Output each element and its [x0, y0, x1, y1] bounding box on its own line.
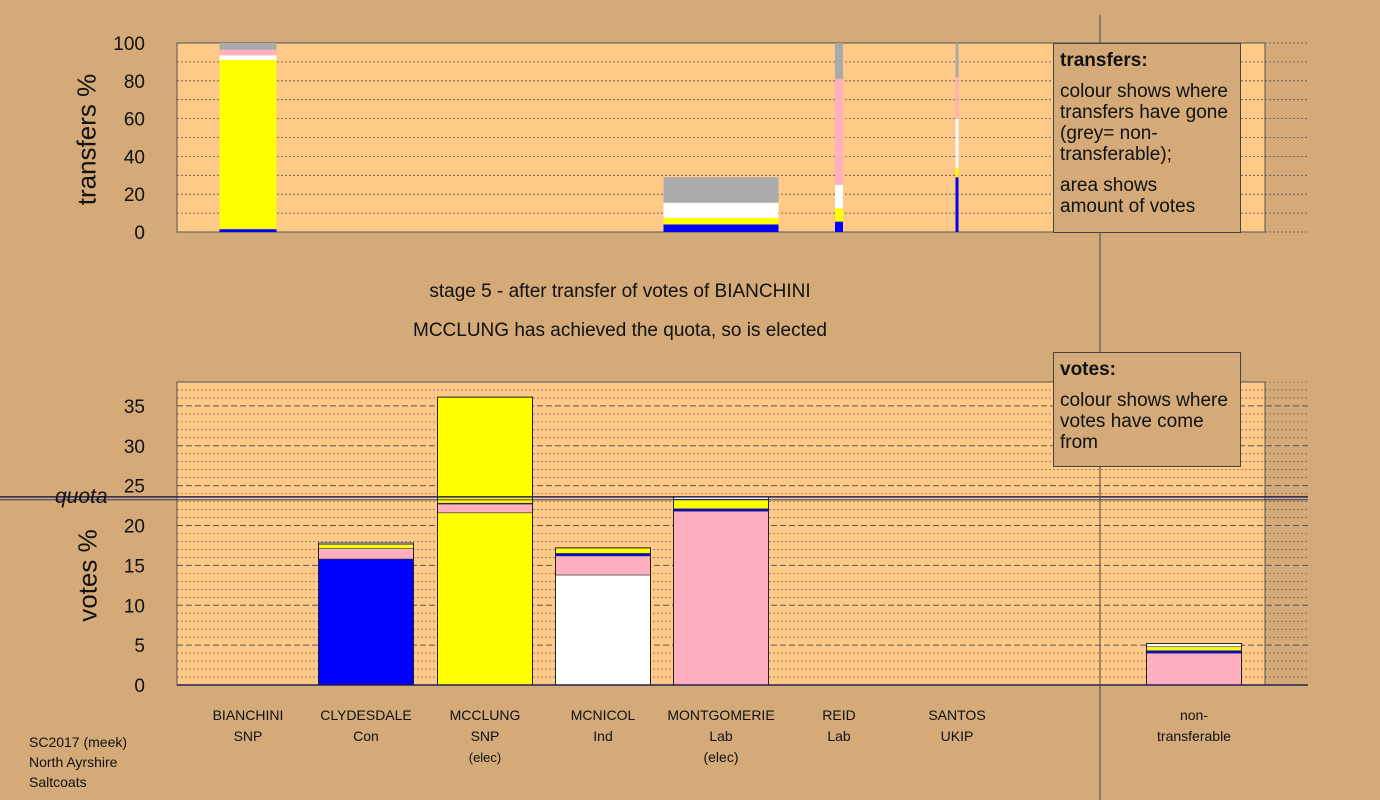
vote-segment-con — [318, 558, 414, 686]
votes-tick-label: 35 — [124, 397, 145, 418]
quota-label: quota — [55, 485, 108, 508]
votes-legend-text: colour shows where votes have come from — [1060, 390, 1228, 453]
vote-segment-lab — [1146, 652, 1242, 686]
candidate-label: SANTOS UKIP — [897, 705, 1017, 747]
footer-line-2: North Ayrshire — [29, 754, 118, 770]
transfer-segment-nontransferable — [663, 177, 779, 203]
votes-tick-label: 5 — [134, 636, 145, 657]
candidate-party: UKIP — [940, 728, 974, 744]
transfer-segment-lab — [955, 77, 959, 119]
vote-segment-con — [1146, 650, 1242, 654]
votes-legend-heading: votes: — [1060, 359, 1116, 380]
candidate-party: SNP — [470, 728, 500, 744]
candidate-label: MCCLUNG SNP (elec) — [425, 705, 545, 768]
transfers-tick-label: 100 — [113, 34, 145, 55]
candidate-party: Con — [353, 728, 379, 744]
footer-line-3: Saltcoats — [29, 774, 87, 790]
vote-segment-con — [673, 508, 769, 512]
candidate-name: SANTOS — [928, 707, 986, 723]
vote-segment-lab — [437, 503, 533, 514]
stage-title: stage 5 - after transfer of votes of BIA… — [429, 281, 811, 302]
transfer-segment-snp — [663, 217, 779, 225]
candidate-party: Ind — [593, 728, 613, 744]
votes-tick-label: 25 — [124, 477, 145, 498]
votes-tick-label: 15 — [124, 556, 145, 577]
candidate-party: transferable — [1157, 728, 1231, 744]
candidate-status: (elec) — [468, 750, 502, 765]
candidate-label: REID Lab — [779, 705, 899, 747]
candidate-party: Lab — [827, 728, 851, 744]
transfers-legend-text2: area shows amount of votes — [1060, 175, 1196, 217]
transfer-segment-snp — [835, 208, 843, 222]
vote-segment-snp — [437, 512, 533, 686]
candidate-status: (elec) — [703, 749, 739, 765]
candidate-name: BIANCHINI — [212, 707, 284, 723]
candidate-label: MONTGOMERIE Lab (elec) — [661, 705, 781, 768]
candidate-party: Lab — [709, 728, 733, 744]
candidate-label: BIANCHINI SNP — [188, 705, 308, 747]
vote-segment-snp — [318, 544, 414, 549]
transfer-segment-con — [663, 224, 779, 232]
transfers-tick-label: 20 — [124, 185, 145, 206]
transfers-tick-label: 80 — [124, 72, 145, 93]
transfers-legend-text1: colour shows where transfers have gone (… — [1060, 81, 1228, 165]
candidate-label: non-transferable — [1134, 705, 1254, 747]
transfer-segment-lab — [835, 78, 843, 185]
candidate-name: MONTGOMERIE — [667, 707, 775, 723]
transfer-segment-snp — [219, 60, 277, 230]
transfer-segment-con — [835, 221, 843, 232]
transfers-legend-heading: transfers: — [1060, 50, 1148, 71]
transfers-axis-title: transfers % — [71, 73, 102, 206]
transfer-segment-nontransferable — [835, 43, 843, 79]
candidate-name: CLYDESDALE — [320, 707, 412, 723]
vote-segment-ind — [555, 574, 651, 686]
transfer-segment-snp — [955, 167, 959, 178]
votes-legend: votes: colour shows where votes have com… — [1053, 352, 1241, 467]
candidate-label: MCNICOL Ind — [543, 705, 663, 747]
footer: SC2017 (meek) North Ayrshire Saltcoats — [29, 732, 127, 792]
transfers-tick-label: 60 — [124, 110, 145, 131]
transfer-segment-con — [955, 177, 959, 232]
transfer-segment-ind — [219, 55, 277, 61]
candidate-name: REID — [822, 707, 856, 723]
candidate-party: SNP — [233, 728, 263, 744]
vote-segment-lab — [673, 510, 769, 686]
transfer-segment-nontransferable — [219, 43, 277, 50]
transfer-segment-ind — [663, 202, 779, 218]
vote-segment-lab — [555, 555, 651, 576]
candidate-name: MCCLUNG — [449, 707, 521, 723]
candidate-name: non- — [1179, 707, 1209, 723]
votes-tick-label: 30 — [124, 437, 145, 458]
votes-tick-label: 10 — [124, 596, 145, 617]
vote-segment-snp — [1146, 646, 1242, 652]
transfer-segment-con — [219, 229, 277, 232]
elected-subtitle: MCCLUNG has achieved the quota, so is el… — [413, 320, 827, 341]
transfers-legend: transfers: colour shows where transfers … — [1053, 43, 1241, 233]
vote-segment-lab — [318, 548, 414, 560]
vote-segment-snp — [437, 396, 533, 504]
votes-tick-label: 20 — [124, 517, 145, 538]
vote-segment-snp — [555, 547, 651, 554]
transfer-segment-lab — [219, 49, 277, 56]
transfer-segment-nontransferable — [955, 43, 959, 78]
transfers-tick-label: 0 — [134, 223, 145, 244]
footer-line-1: SC2017 (meek) — [29, 734, 128, 750]
candidate-label: CLYDESDALE Con — [306, 705, 426, 747]
vote-segment-con — [555, 553, 651, 557]
candidate-name: MCNICOL — [570, 707, 636, 723]
transfer-segment-ind — [835, 184, 843, 209]
vote-segment-snp — [673, 498, 769, 510]
votes-tick-label: 0 — [134, 676, 145, 697]
transfers-tick-label: 40 — [124, 147, 145, 168]
transfer-segment-ind — [955, 118, 959, 168]
